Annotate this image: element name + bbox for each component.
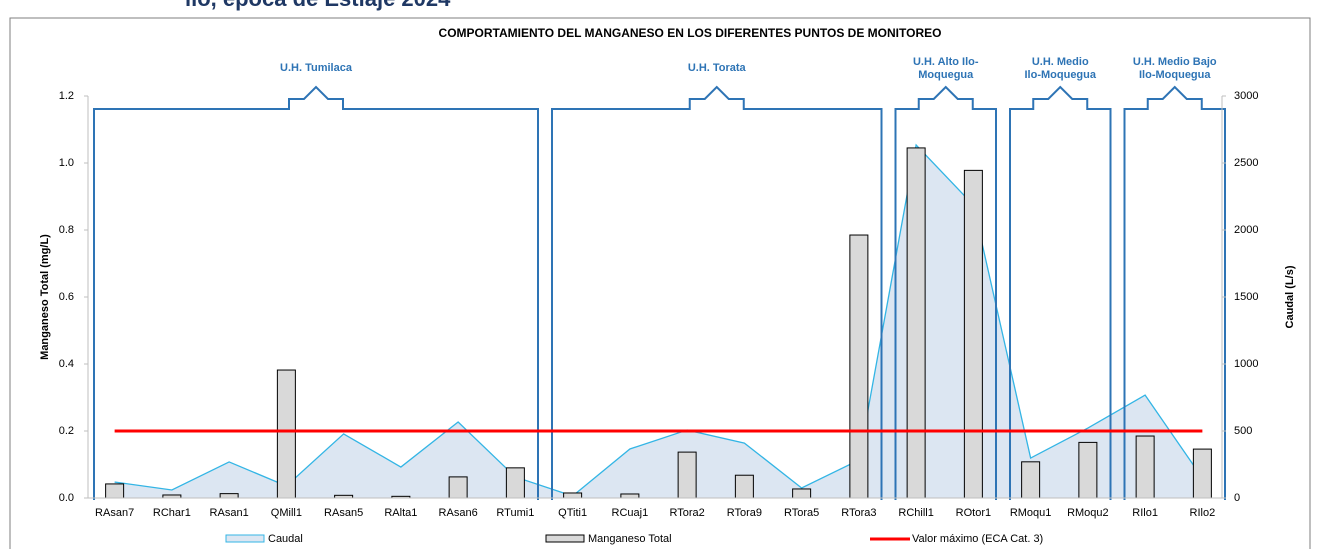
y2-axis-title: Caudal (L/s) [1284,265,1296,328]
bar [1135,435,1155,499]
x-tick-label: QTiti1 [558,507,587,519]
caudal-area [114,145,1203,498]
x-tick-label: RCuaj1 [612,507,649,519]
group-bracket [1009,85,1112,500]
group-bracket [894,85,997,500]
y-tick-label: 0.4 [59,358,74,370]
legend-label: Caudal [268,533,303,545]
y-tick-label: 0.0 [59,492,74,504]
bar [849,234,869,499]
bar [1078,441,1098,499]
group-label: U.H. Medio Bajo [1133,56,1217,68]
group-label: U.H. Torata [688,62,747,74]
y2-tick-label: 3000 [1234,90,1258,102]
y-axis-title: Manganeso Total (mg/L) [39,234,51,360]
x-tick-label: RAlta1 [384,507,417,519]
bar [505,467,525,499]
x-tick-label: RTora3 [841,507,876,519]
bar [620,493,640,499]
bar [1192,448,1212,499]
y-tick-label: 1.2 [59,90,74,102]
legend-swatch [545,534,585,543]
x-tick-label: QMill1 [271,507,302,519]
y2-tick-label: 2000 [1234,224,1258,236]
y-tick-label: 0.2 [59,425,74,437]
y2-tick-label: 0 [1234,492,1240,504]
x-tick-label: ROtor1 [956,507,991,519]
x-tick-label: RTora2 [669,507,704,519]
x-tick-label: RMoqu1 [1010,507,1052,519]
y-tick-label: 0.8 [59,224,74,236]
x-tick-label: RAsan1 [210,507,249,519]
bar [963,169,983,499]
group-label: Ilo-Moquegua [1139,69,1211,81]
heading: ilo, época de Estiaje 2024 [185,0,451,11]
y-tick-label: 1.0 [59,157,74,169]
group-label: Moquegua [918,69,974,81]
bar [1021,461,1041,499]
y2-tick-label: 1500 [1234,291,1258,303]
group-label: U.H. Alto Ilo- [913,56,979,68]
y2-tick-label: 2500 [1234,157,1258,169]
y-tick-label: 0.6 [59,291,74,303]
group-label: U.H. Tumilaca [280,62,353,74]
legend-label: Manganeso Total [588,533,672,545]
x-tick-label: RChar1 [153,507,191,519]
chart-title: COMPORTAMIENTO DEL MANGANESO EN LOS DIFE… [439,26,942,40]
bar [563,492,583,499]
x-tick-label: RIlo2 [1190,507,1216,519]
bar [276,369,296,499]
y2-tick-label: 500 [1234,425,1252,437]
x-tick-label: RChill1 [898,507,933,519]
x-tick-label: RTora9 [727,507,762,519]
caudal-line [114,143,1203,497]
x-tick-label: RMoqu2 [1067,507,1109,519]
group-label: U.H. Medio [1032,56,1089,68]
bar [906,147,926,499]
legend-label: Valor máximo (ECA Cat. 3) [912,533,1043,545]
x-tick-label: RAsan6 [439,507,478,519]
bar [448,476,468,499]
bar [105,483,125,499]
bar [677,451,697,499]
group-bracket [93,85,539,500]
x-tick-label: RIlo1 [1132,507,1158,519]
x-tick-label: RAsan7 [95,507,134,519]
x-tick-label: RTora5 [784,507,819,519]
x-tick-label: RAsan5 [324,507,363,519]
legend-swatch [225,534,265,543]
group-bracket [1123,85,1226,500]
bar [734,474,754,499]
y2-tick-label: 1000 [1234,358,1258,370]
group-label: Ilo-Moquegua [1025,69,1097,81]
bar [219,493,239,499]
bar [792,488,812,499]
x-tick-label: RTumi1 [496,507,534,519]
group-bracket [551,85,883,500]
